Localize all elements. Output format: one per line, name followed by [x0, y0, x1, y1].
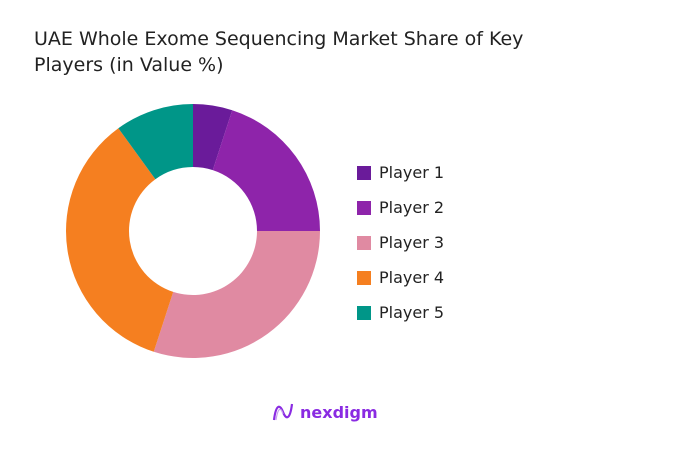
donut-slice-5: [118, 104, 193, 180]
legend-item: Player 5: [357, 295, 444, 330]
legend-item: Player 1: [357, 155, 444, 190]
legend-label: Player 4: [379, 268, 445, 287]
legend-label: Player 1: [379, 163, 445, 182]
brand-logo: nexdigm: [272, 402, 378, 422]
donut-slice-2: [212, 110, 320, 231]
legend-swatch: [357, 305, 371, 320]
legend-item: Player 3: [357, 225, 444, 260]
legend-swatch: [357, 200, 371, 215]
donut-slice-3: [153, 231, 320, 358]
legend-item: Player 2: [357, 190, 444, 225]
legend-label: Player 3: [379, 233, 445, 252]
chart-title: UAE Whole Exome Sequencing Market Share …: [34, 28, 524, 76]
donut-slice-4: [65, 128, 174, 352]
legend-swatch: [357, 235, 371, 250]
nexdigm-logo-icon: [272, 403, 294, 421]
legend: Player 1 Player 2 Player 3 Player 4 Player 5: [357, 155, 444, 330]
legend-swatch: [357, 270, 371, 285]
brand-name: nexdigm: [300, 402, 378, 422]
donut-slice-1: [193, 104, 233, 171]
legend-label: Player 2: [379, 198, 445, 217]
legend-swatch: [357, 165, 371, 180]
legend-item: Player 4: [357, 260, 444, 295]
legend-label: Player 5: [379, 303, 445, 322]
